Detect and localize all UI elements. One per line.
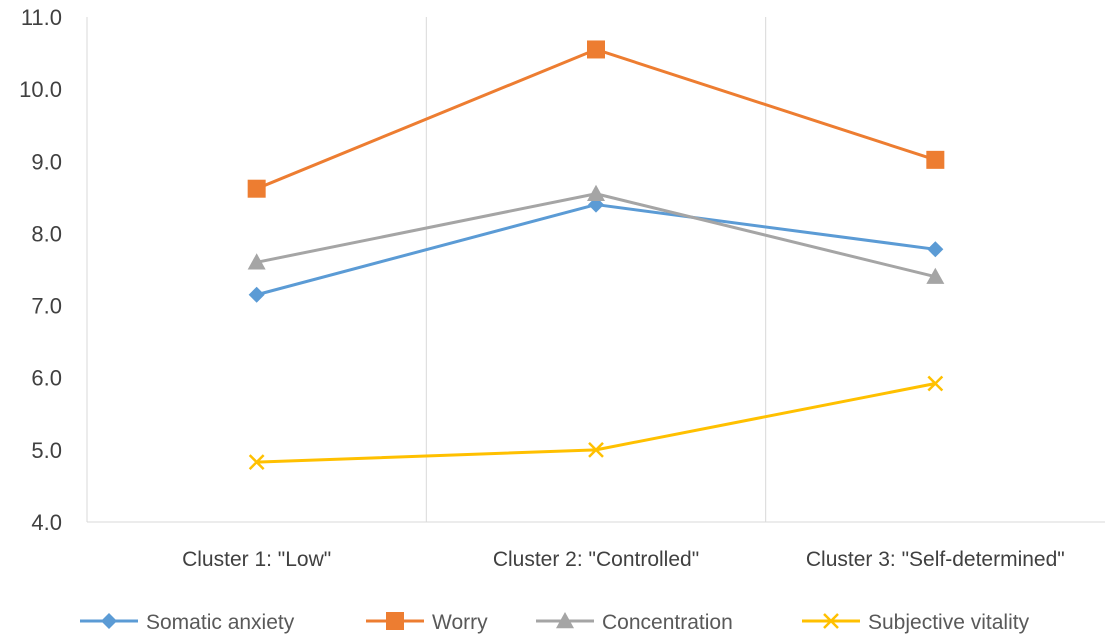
- legend-item: Subjective vitality: [802, 611, 1030, 634]
- x-marker: [588, 441, 604, 458]
- y-tick-label: 7.0: [31, 294, 62, 319]
- series-worry: [247, 40, 945, 198]
- y-tick-label: 9.0: [31, 149, 62, 174]
- y-tick-label: 11.0: [21, 5, 62, 30]
- diamond-marker: [248, 286, 265, 303]
- x-axis-categories: Cluster 1: "Low" Cluster 2: "Controlled" C…: [182, 548, 1065, 571]
- square-marker: [386, 612, 404, 630]
- x-category-label: Cluster 2: "Controlled": [493, 548, 699, 571]
- x-category-label: Cluster 3: "Self-determined": [806, 548, 1065, 571]
- y-tick-label: 8.0: [31, 221, 62, 246]
- triangle-marker: [247, 253, 266, 270]
- legend-label: Concentration: [602, 611, 733, 634]
- y-axis-ticks: 4.0 5.0 6.0 7.0 8.0 9.0 10.0 11.0: [19, 5, 62, 535]
- y-tick-label: 10.0: [19, 77, 62, 102]
- legend-label: Somatic anxiety: [146, 611, 295, 634]
- legend-label: Worry: [432, 611, 488, 634]
- x-marker: [823, 613, 839, 629]
- x-marker: [248, 454, 265, 471]
- triangle-marker: [556, 612, 574, 629]
- series-subjective-vitality: [248, 375, 944, 471]
- diamond-marker: [927, 241, 944, 258]
- square-marker: [587, 40, 605, 59]
- series-line: [256, 47, 936, 191]
- x-category-label: Cluster 1: "Low": [182, 548, 331, 571]
- axes: [86, 17, 1105, 523]
- x-marker: [927, 375, 944, 392]
- legend-item: Worry: [366, 611, 488, 634]
- series-somatic-anxiety: [248, 196, 944, 303]
- y-tick-label: 5.0: [31, 438, 62, 463]
- legend-item: Somatic anxiety: [80, 611, 295, 634]
- square-marker: [926, 150, 945, 169]
- square-marker: [247, 179, 266, 198]
- series-group: [247, 40, 945, 471]
- y-tick-label: 4.0: [31, 510, 62, 535]
- triangle-marker: [926, 267, 945, 284]
- series-line: [256, 203, 936, 297]
- triangle-marker: [587, 184, 605, 201]
- legend-item: Concentration: [536, 611, 733, 634]
- y-tick-label: 6.0: [31, 366, 62, 391]
- series-concentration: [247, 184, 945, 284]
- legend: Somatic anxiety Worry Concentration Subject…: [80, 611, 1030, 634]
- legend-label: Subjective vitality: [868, 611, 1030, 634]
- diamond-marker: [101, 613, 117, 629]
- grid-lines: [425, 17, 767, 522]
